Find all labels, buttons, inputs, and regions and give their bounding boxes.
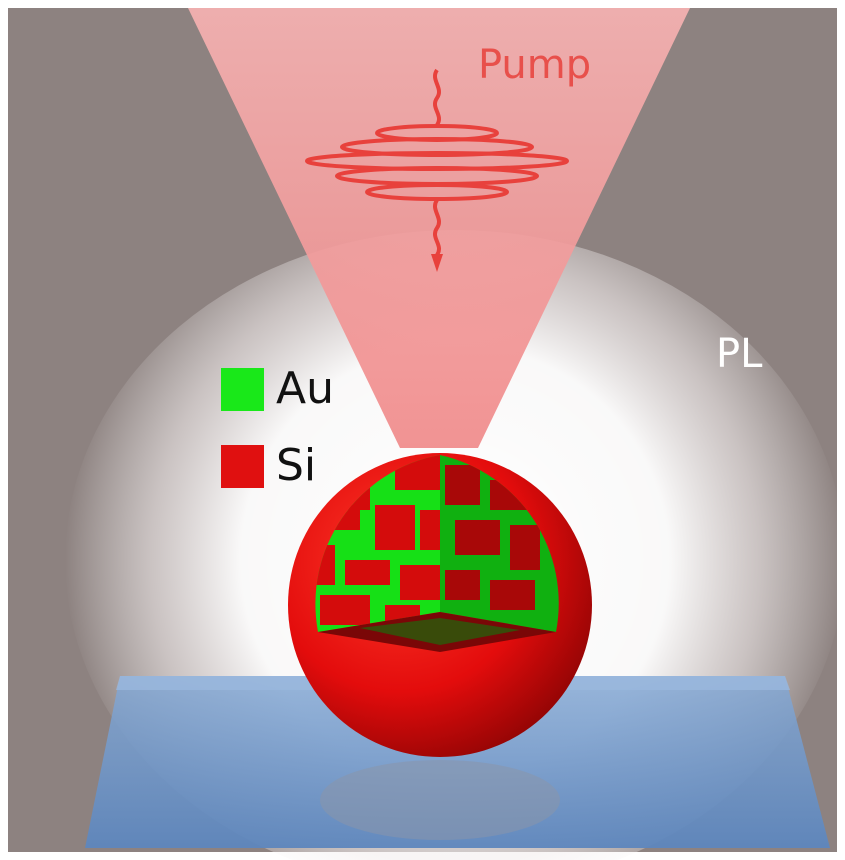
legend-label-si: Si	[276, 440, 317, 491]
pump-label: Pump	[478, 42, 592, 88]
pump-pulse-icon	[305, 68, 569, 257]
pl-label: PL	[716, 331, 763, 377]
pump-arrow-icon	[431, 254, 443, 272]
legend-item-si: Si	[221, 444, 316, 488]
legend-swatch-au	[221, 367, 264, 411]
legend-label-au: Au	[276, 363, 334, 414]
legend-item-au: Au	[221, 367, 334, 411]
sphere-shadow	[320, 760, 560, 840]
legend-swatch-si	[221, 444, 264, 488]
